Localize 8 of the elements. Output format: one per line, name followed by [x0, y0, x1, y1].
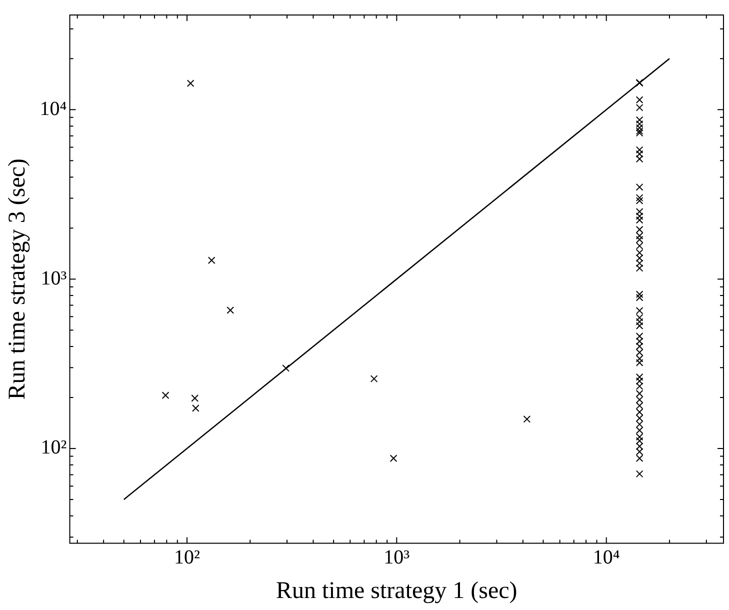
x-tick-label: 10²: [174, 546, 200, 568]
y-tick-label: 10⁴: [40, 98, 67, 120]
x-tick-label: 10³: [384, 546, 410, 568]
y-tick-label: 10³: [40, 267, 67, 290]
x-axis-title: Run time strategy 1 (sec): [276, 578, 518, 604]
y-axis-title: Run time strategy 3 (sec): [4, 158, 31, 400]
y-tick-label: 10²: [40, 436, 67, 459]
x-tick-label: 10⁴: [592, 546, 620, 568]
